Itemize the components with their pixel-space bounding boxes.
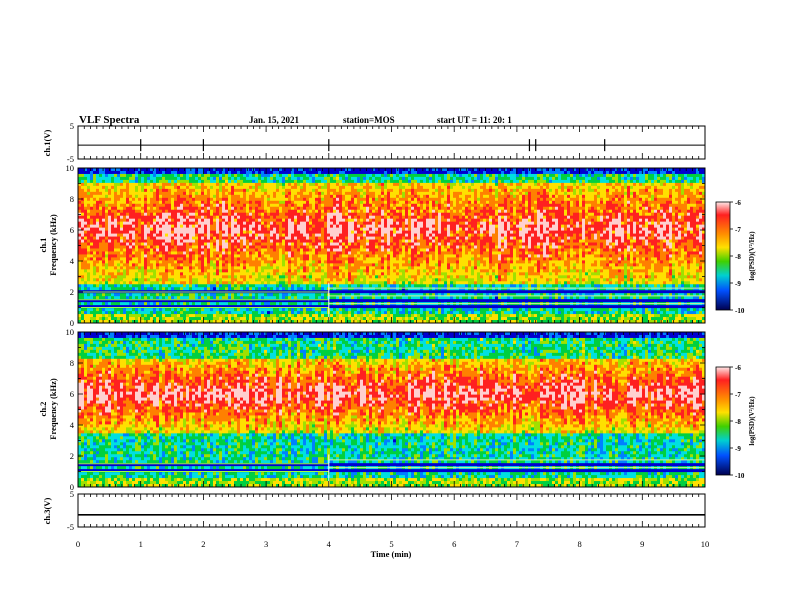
spectrogram-image <box>78 168 705 323</box>
station-label: station=MOS <box>343 115 395 125</box>
x-tick-label: 7 <box>515 539 519 549</box>
ch3-voltage-panel: 5 -5 <box>67 489 706 532</box>
colorbar-tick-label: -10 <box>735 472 745 480</box>
colorbar-tick-label: -6 <box>735 364 741 372</box>
colorbar-scale <box>715 201 731 311</box>
y-tick-label: 0 <box>70 482 74 492</box>
colorbar-label: log(PSD)(V²/Hz) <box>748 396 756 446</box>
y-tick-label: 2 <box>70 287 74 297</box>
date-label: Jan. 15, 2021 <box>249 115 300 125</box>
colorbar-tick-label: -9 <box>735 445 741 453</box>
y-tick-label: 6 <box>70 389 74 399</box>
colorbar-tick-label: -7 <box>735 391 741 399</box>
x-tick-label: 10 <box>701 539 710 549</box>
y-tick-label: 8 <box>70 194 74 204</box>
ch1-colorbar: -6 -7 -8 -9 -10 log(PSD)(V²/Hz) <box>715 199 756 315</box>
y-tick-label: 4 <box>70 420 75 430</box>
x-tick-label: 0 <box>76 539 80 549</box>
ch2-colorbar: -6 -7 -8 -9 -10 log(PSD)(V²/Hz) <box>715 364 756 480</box>
x-tick-label: 4 <box>327 539 332 549</box>
ch3-voltage-ylabel: ch.3(V) <box>42 497 52 524</box>
colorbar-tick-label: -7 <box>735 226 741 234</box>
x-tick-label: 5 <box>389 539 393 549</box>
x-tick-label: 8 <box>577 539 581 549</box>
x-tick-label: 2 <box>201 539 205 549</box>
ch1-voltage-panel: 5 -5 <box>67 121 706 164</box>
x-tick-label: 3 <box>264 539 268 549</box>
y-tick-label: 8 <box>70 358 74 368</box>
colorbar-tick-label: -8 <box>735 253 741 261</box>
y-tick-label: 0 <box>70 318 74 328</box>
x-tick-label: 9 <box>640 539 644 549</box>
x-tick-label: 1 <box>139 539 143 549</box>
ch1-spectrogram-ylabel: ch.1Frequency (kHz) <box>38 214 58 276</box>
x-axis-label: Time (min) <box>371 549 412 559</box>
y-tick-label: 10 <box>66 327 75 337</box>
y-tick-label: 10 <box>66 163 75 173</box>
colorbar-scale <box>715 366 731 476</box>
colorbar-label: log(PSD)(V²/Hz) <box>748 231 756 281</box>
ch1-spectrogram-panel: 0 2 4 6 8 10 <box>66 163 706 328</box>
y-tick-label: 4 <box>70 256 75 266</box>
colorbar-tick-label: -10 <box>735 307 745 315</box>
colorbar-tick-label: -9 <box>735 280 741 288</box>
y-tick-label: 6 <box>70 225 74 235</box>
y-tick-label: 5 <box>70 121 74 131</box>
start-ut-label: start UT = 11: 20: 1 <box>437 115 512 125</box>
y-tick-label: -5 <box>67 522 74 532</box>
y-tick-label: 2 <box>70 451 74 461</box>
spectrogram-image <box>78 332 705 487</box>
figure-title: VLF Spectra <box>79 114 140 126</box>
y-tick-label: 5 <box>70 489 74 499</box>
colorbar-tick-label: -8 <box>735 418 741 426</box>
y-tick-label: -5 <box>67 154 74 164</box>
colorbar-tick-label: -6 <box>735 199 741 207</box>
x-tick-label: 6 <box>452 539 456 549</box>
ch2-spectrogram-panel: 0 2 4 6 8 10 <box>66 327 706 492</box>
ch2-spectrogram-ylabel: ch.2Frequency (kHz) <box>38 378 58 440</box>
ch1-voltage-ylabel: ch.1(V) <box>42 129 52 156</box>
